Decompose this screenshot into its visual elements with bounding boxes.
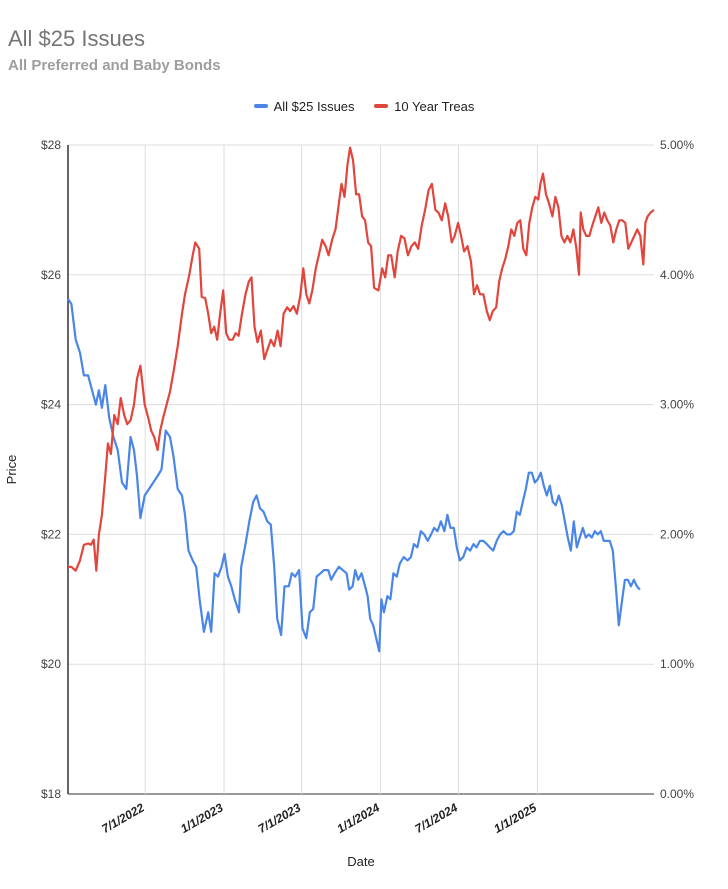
x-axis-title: Date [347, 854, 374, 869]
left-tick-label: $24 [41, 398, 61, 412]
left-tick-label: $20 [41, 657, 61, 671]
x-tick-label: 7/1/2022 [99, 800, 147, 836]
series-line-10-year-treas [68, 146, 655, 572]
legend-label-left-series: All $25 Issues [273, 98, 355, 114]
chart-title: All $25 Issues [8, 26, 145, 51]
right-tick-label: 3.00% [660, 398, 694, 412]
right-tick-label: 4.00% [660, 268, 694, 282]
left-tick-label: $28 [41, 138, 61, 152]
x-tick-label: 7/1/2024 [413, 800, 461, 836]
x-tick-label: 1/1/2024 [335, 800, 383, 836]
right-tick-label: 5.00% [660, 138, 694, 152]
legend-swatch-right-series [374, 104, 389, 108]
legend-item-right-series[interactable]: 10 Year Treas [374, 99, 474, 114]
chart-legend: All $25 Issues 10 Year Treas [0, 96, 728, 114]
x-tick-label: 1/1/2023 [178, 800, 226, 836]
legend-item-left-series[interactable]: All $25 Issues [253, 98, 355, 114]
y-axis-title: Price [4, 455, 19, 485]
left-tick-label: $22 [41, 527, 61, 541]
right-tick-label: 1.00% [660, 657, 694, 671]
legend-label-right-series: 10 Year Treas [394, 98, 475, 114]
right-tick-label: 2.00% [660, 527, 694, 541]
series-line-all-25-issues [67, 298, 641, 653]
x-tick-label: 7/1/2023 [256, 800, 304, 836]
x-tick-label: 1/1/2025 [491, 800, 539, 836]
left-tick-label: $26 [41, 268, 61, 282]
left-tick-label: $18 [41, 787, 61, 801]
legend-swatch-left-series [253, 104, 268, 108]
chart-subtitle: All Preferred and Baby Bonds [8, 57, 221, 74]
right-tick-label: 0.00% [660, 787, 694, 801]
